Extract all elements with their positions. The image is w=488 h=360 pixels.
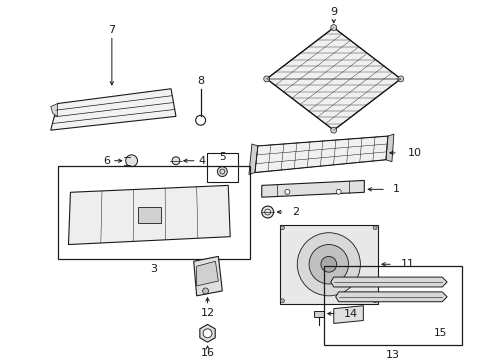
Circle shape (203, 329, 211, 338)
Circle shape (280, 226, 284, 230)
Text: 13: 13 (385, 350, 399, 360)
Circle shape (217, 167, 227, 176)
Circle shape (172, 157, 180, 165)
Text: 16: 16 (200, 348, 214, 358)
Text: 4: 4 (198, 156, 205, 166)
Text: 2: 2 (292, 207, 299, 217)
Bar (137, 207, 161, 223)
Circle shape (125, 155, 137, 167)
Text: 14: 14 (343, 309, 357, 319)
Polygon shape (335, 292, 446, 302)
Bar (58, 166, 249, 259)
Polygon shape (266, 28, 400, 130)
Text: 11: 11 (400, 259, 414, 269)
Polygon shape (248, 144, 257, 175)
Text: 7: 7 (108, 24, 115, 35)
Bar (279, 225, 377, 304)
Text: 5: 5 (219, 152, 225, 162)
Text: 1: 1 (392, 184, 399, 194)
Circle shape (261, 206, 273, 218)
Polygon shape (196, 261, 218, 286)
Circle shape (372, 226, 376, 230)
Text: 12: 12 (200, 307, 214, 318)
Polygon shape (385, 134, 393, 162)
Text: 8: 8 (197, 76, 204, 86)
Polygon shape (51, 104, 58, 116)
Polygon shape (200, 324, 215, 342)
Polygon shape (193, 256, 222, 296)
Circle shape (297, 233, 360, 296)
Text: 6: 6 (102, 156, 110, 166)
Circle shape (336, 189, 341, 194)
Text: 10: 10 (407, 148, 421, 158)
Circle shape (330, 24, 336, 31)
Circle shape (330, 127, 336, 133)
Polygon shape (261, 180, 364, 197)
Circle shape (285, 189, 289, 194)
Text: 15: 15 (433, 328, 446, 338)
Bar (206, 153, 238, 183)
Text: 3: 3 (149, 264, 157, 274)
Circle shape (308, 244, 348, 284)
Polygon shape (333, 306, 363, 323)
Polygon shape (330, 277, 446, 287)
Circle shape (397, 76, 403, 82)
Circle shape (280, 299, 284, 303)
Text: 9: 9 (329, 7, 337, 17)
Bar (323, 266, 461, 345)
Polygon shape (51, 89, 176, 130)
Circle shape (320, 256, 336, 272)
Circle shape (372, 299, 376, 303)
Polygon shape (68, 185, 230, 244)
Circle shape (202, 288, 208, 294)
Polygon shape (254, 136, 387, 172)
Bar (313, 311, 323, 316)
Circle shape (263, 76, 269, 82)
